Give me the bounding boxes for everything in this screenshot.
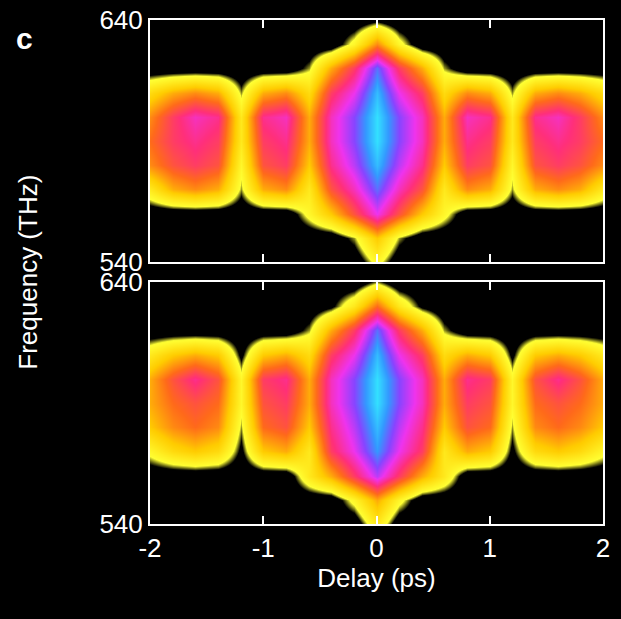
svg-text:540: 540 — [99, 509, 142, 539]
svg-text:-2: -2 — [138, 533, 161, 563]
svg-text:c: c — [16, 22, 33, 55]
svg-text:640: 640 — [99, 267, 142, 297]
svg-text:0: 0 — [369, 533, 383, 563]
svg-text:Frequency (THz): Frequency (THz) — [13, 175, 43, 370]
svg-text:1: 1 — [483, 533, 497, 563]
svg-text:540: 540 — [99, 247, 142, 277]
svg-text:-1: -1 — [252, 533, 275, 563]
svg-text:Delay (ps): Delay (ps) — [317, 563, 435, 593]
svg-text:2: 2 — [596, 533, 610, 563]
svg-text:640: 640 — [99, 5, 142, 35]
